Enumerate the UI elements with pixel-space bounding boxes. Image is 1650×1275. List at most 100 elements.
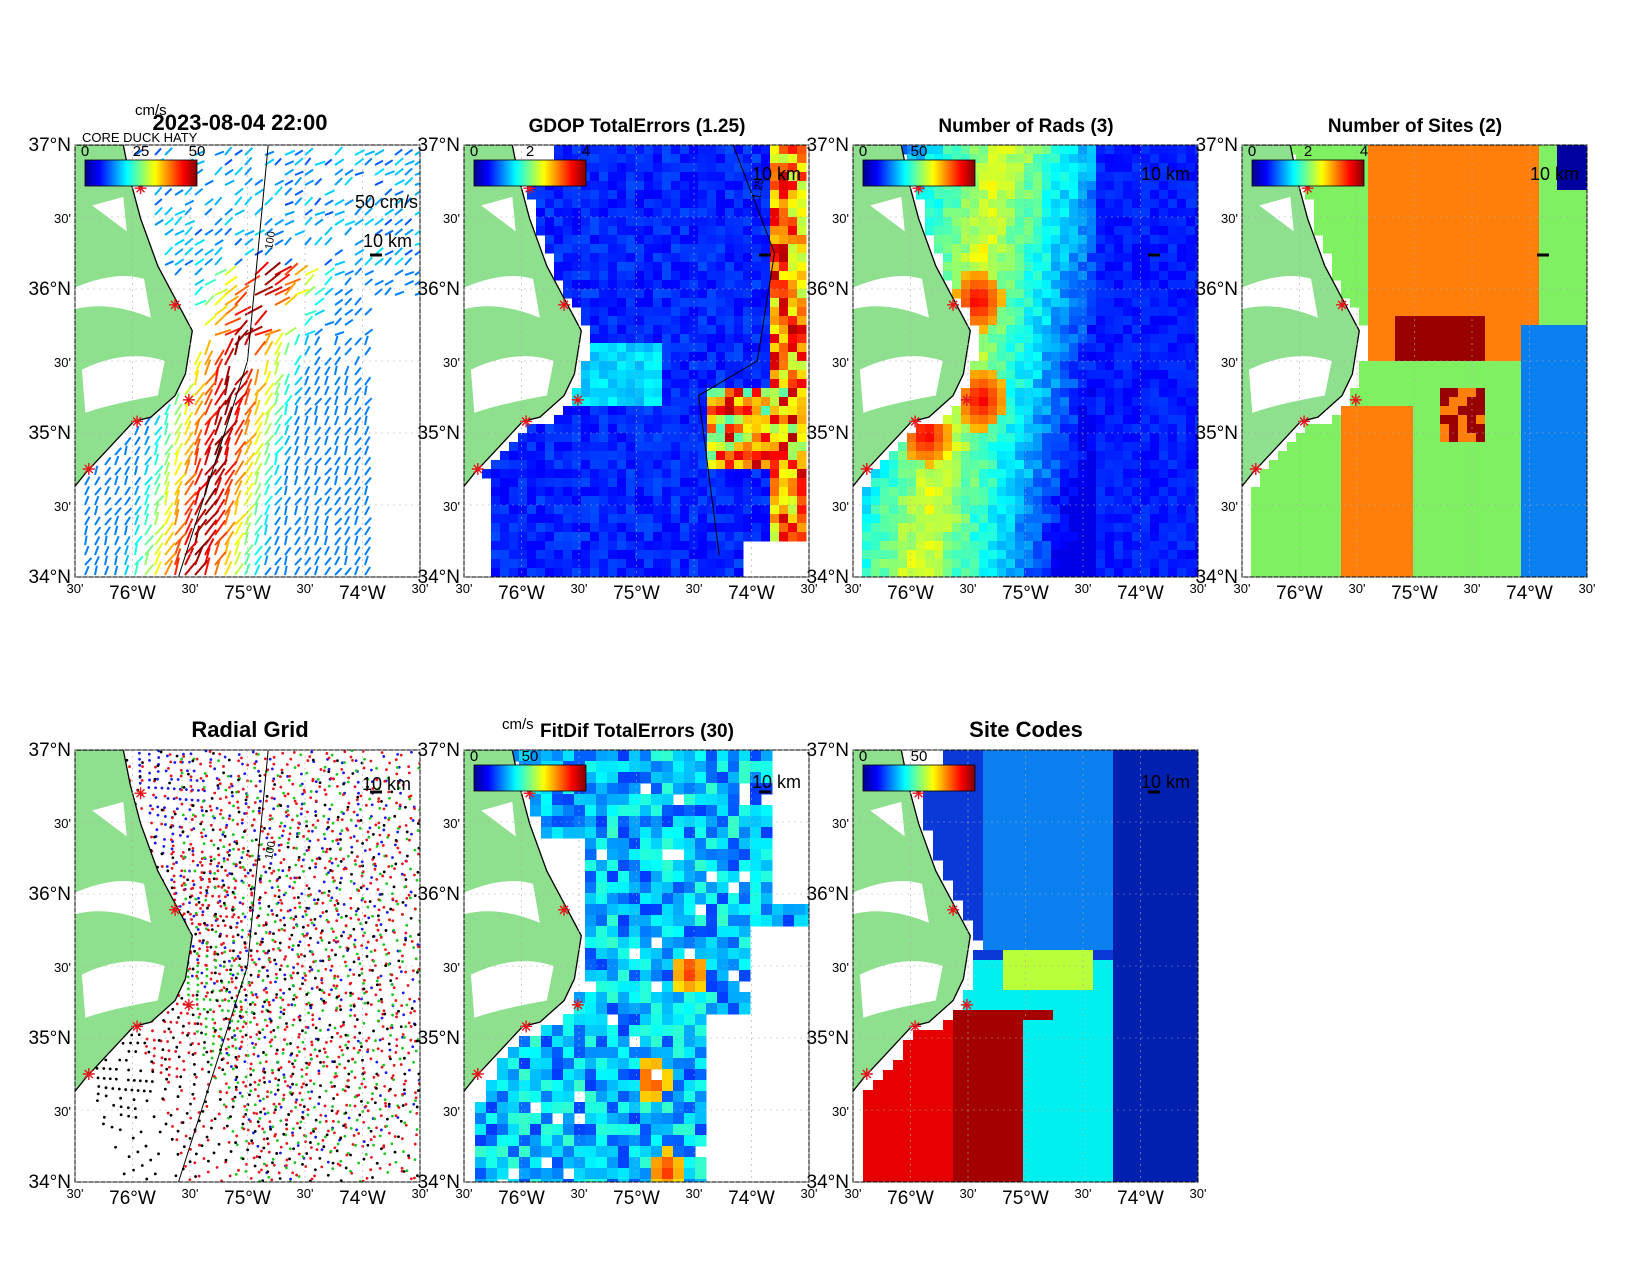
vector-arrow [244,491,253,506]
grid-cell [1006,208,1016,218]
grid-cell [1195,172,1198,182]
grid-cell [1006,568,1016,577]
grid-cell [797,532,807,542]
grid-cell [779,217,789,227]
grid-cell [1015,280,1025,290]
grid-cell [761,514,771,524]
grid-cell [1132,460,1142,470]
grid-cell [788,496,798,506]
grid-cell [752,505,762,515]
grid-cell [1386,451,1396,461]
grid-cell [725,460,735,470]
grid-cell [788,316,798,326]
grid-cell [1413,379,1423,389]
grid-cell [1105,460,1115,470]
grid-cell [1422,181,1432,191]
grid-cell [797,334,807,344]
grid-cell [1132,550,1142,560]
grid-cell [1195,370,1198,380]
grid-cell [1377,244,1387,254]
grid-cell [1467,217,1477,227]
grid-cell [617,172,627,182]
grid-cell [1503,433,1513,443]
grid-cell [1440,244,1450,254]
vector-arrow [374,149,385,156]
grid-cell [779,478,789,488]
grid-cell [1413,289,1423,299]
grid-cell [1186,469,1196,479]
grid-cell [707,271,717,281]
grid-cell [626,190,636,200]
grid-cell [988,253,998,263]
vector-arrow [244,461,254,476]
grid-cell [943,550,953,560]
grid-cell [1069,352,1079,362]
grid-cell [617,280,627,290]
grid-cell [716,244,726,254]
grid-cell [1350,424,1360,434]
grid-cell [952,469,962,479]
grid-cell [653,559,663,569]
grid-cell [626,514,636,524]
vector-arrow [314,236,323,246]
grid-cell [590,514,600,524]
vector-arrow [204,371,217,386]
grid-cell [1195,145,1198,155]
vector-arrow [234,187,244,196]
grid-cell [1296,433,1306,443]
grid-cell [961,145,971,155]
grid-cell [707,505,717,515]
grid-cell [1494,253,1504,263]
grid-cell [635,487,645,497]
vector-arrow [274,526,281,536]
grid-cell [1024,181,1034,191]
grid-cell [788,406,798,416]
grid-cell [491,541,501,551]
grid-cell [770,208,780,218]
grid-cell [1503,352,1513,362]
grid-cell [572,568,582,577]
grid-cell [599,298,609,308]
grid-cell [1150,460,1160,470]
grid-cell [1350,460,1360,470]
grid-cell [581,307,591,317]
grid-cell [1168,316,1178,326]
grid-cell [1557,190,1567,200]
grid-cell [1557,208,1567,218]
grid-cell [1096,181,1106,191]
grid-cell [970,145,980,155]
grid-cell [1069,298,1079,308]
grid-cell [653,253,663,263]
grid-cell [1105,253,1115,263]
vector-arrow [184,199,195,206]
grid-cell [1359,316,1369,326]
grid-cell [979,442,989,452]
grid-cell [1042,181,1052,191]
grid-cell [1341,154,1351,164]
grid-cell [1168,478,1178,488]
grid-cell [617,397,627,407]
grid-cell [680,226,690,236]
grid-cell [1368,433,1378,443]
grid-cell [1422,397,1432,407]
grid-cell [1024,541,1034,551]
grid-cell [653,424,663,434]
grid-cell [725,361,735,371]
grid-cell [1051,469,1061,479]
site-marker [860,463,873,475]
grid-cell [1368,415,1378,425]
vector-arrow [154,425,163,436]
isobath-label: 100 [263,230,278,250]
vector-arrow [274,382,281,396]
grid-cell [979,505,989,515]
grid-cell [997,271,1007,281]
grid-cell [889,451,899,461]
grid-cell [698,316,708,326]
grid-cell [653,244,663,254]
grid-cell [1377,406,1387,416]
grid-cell [1060,352,1070,362]
vector-arrow [384,250,394,256]
grid-cell [979,154,989,164]
vector-arrow [194,457,202,476]
grid-cell [1386,424,1396,434]
